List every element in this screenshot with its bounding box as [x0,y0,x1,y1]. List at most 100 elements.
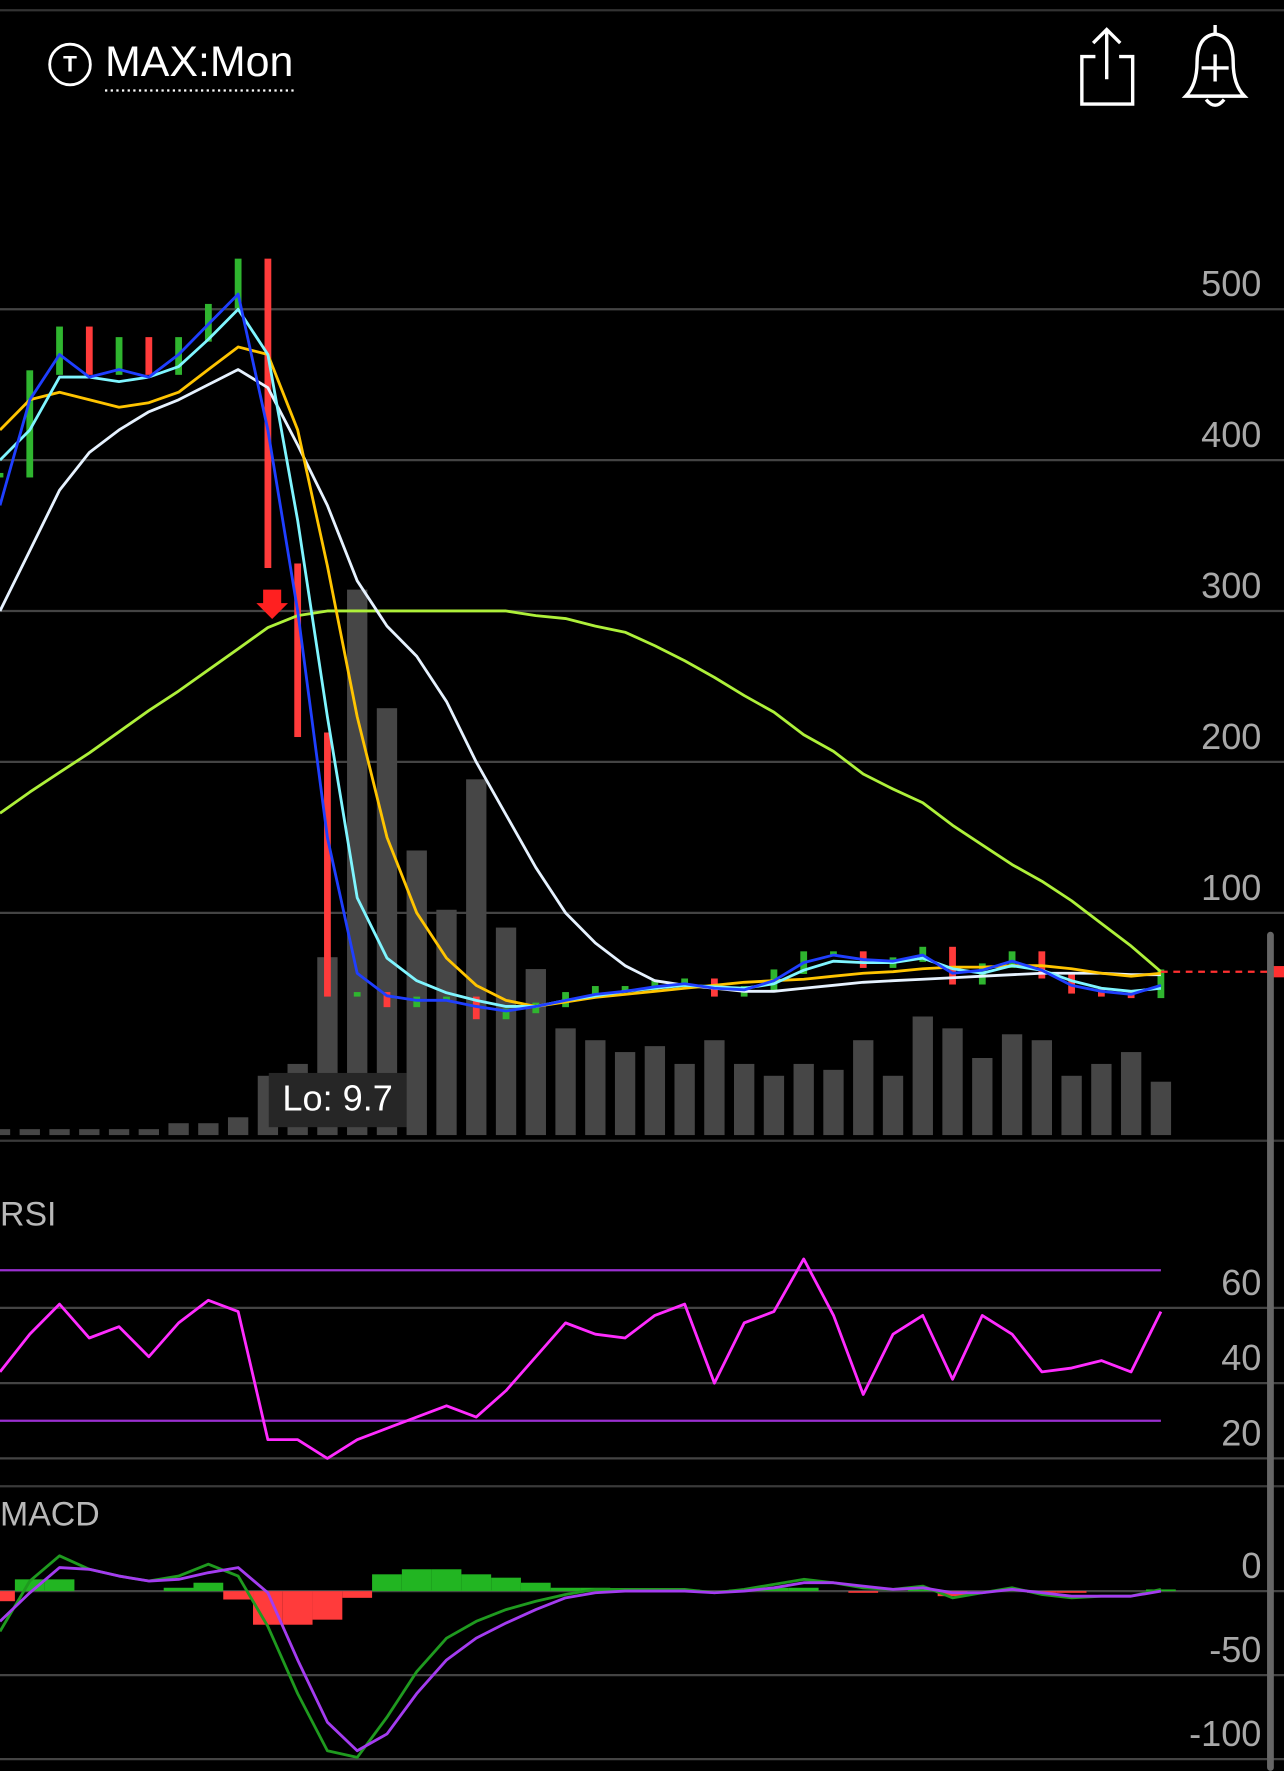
candle [1157,969,1165,999]
volume-bar [882,1075,904,1136]
plot-area: 100 200 300 400 500 20 40 60 -100 -50 0 [0,258,1284,1761]
annotation-box [268,1072,407,1128]
histogram-bar [461,1574,492,1592]
y-tick-label: 100 [1201,867,1261,908]
histogram-bar [788,1587,819,1592]
histogram-bar [550,1587,581,1592]
volume-bar [376,708,398,1136]
symbol-title: MAX:Mon [105,38,293,86]
volume-bar [1120,1052,1142,1136]
volume-bar [912,1016,933,1136]
candle [0,472,4,478]
line-series [0,1554,1162,1759]
volume-bar [49,1129,70,1136]
volume-bar [108,1129,130,1136]
histogram-bar [44,1579,75,1592]
y-tick-label: 0 [1241,1545,1261,1586]
candle [1008,951,1016,968]
line-series [0,292,1162,1013]
panel-title: RSI [0,1195,56,1233]
y-tick-label: -100 [1189,1713,1261,1754]
share-arrow [1091,27,1122,80]
candle [681,978,689,985]
histogram-bar [907,1589,938,1592]
candle [115,337,123,375]
histogram-bar [520,1582,551,1592]
volume-bar [466,779,487,1136]
volume-bar [347,589,368,1136]
volume-bar [734,1063,755,1136]
histogram-bar [223,1591,254,1600]
volume-bar [198,1123,219,1136]
histogram-bar [1056,1591,1087,1593]
y-tick-label: 400 [1201,414,1261,455]
candle [324,732,331,997]
volume-bar [495,927,517,1136]
volume-bar [1061,1075,1082,1136]
histogram-bar [14,1579,45,1592]
scrollbar[interactable] [1267,931,1274,1771]
volume-bar [674,1063,695,1136]
histogram-bar [848,1591,879,1593]
symbol-button[interactable]: T MAX:Mon [48,38,294,92]
y-tick-label: 200 [1201,716,1261,757]
candle [234,258,242,309]
annotation: Lo: 9.7 [282,1078,392,1119]
histogram-bar [491,1577,521,1592]
candle [830,951,837,956]
volume-bar [823,1069,844,1136]
volume-bar [704,1040,725,1136]
volume-bar [555,1028,576,1136]
volume-bar [0,1129,11,1136]
volume-bar [972,1057,993,1136]
candle [383,992,391,1008]
symbol-icon [48,42,92,87]
candle [26,370,34,478]
volume-bar [1150,1081,1172,1136]
bell [1181,32,1249,98]
y-tick-label: 300 [1201,565,1261,606]
volume-bar [614,1052,636,1136]
candle [1097,989,1105,997]
candle [294,563,302,738]
candle [353,992,361,997]
line-series [0,1566,1162,1753]
histogram-bar [282,1591,313,1625]
volume-bar [793,1063,814,1136]
line-series [0,368,1161,993]
share-button[interactable] [1080,27,1135,106]
last-value-marker [1272,966,1284,978]
volume-bar [227,1117,249,1136]
volume-bar [644,1046,666,1136]
histogram-bar [759,1587,789,1592]
histogram-bar [401,1569,432,1592]
volume-bar [853,1040,874,1136]
line-series [0,609,1162,973]
volume-bar [436,909,457,1136]
line-series [0,345,1162,1008]
histogram-bar [0,1591,15,1602]
volume-bar [585,1040,606,1136]
candle [443,996,450,1002]
volume-bar [168,1123,189,1136]
y-tick-label: 60 [1221,1262,1261,1303]
candle [413,996,421,1008]
candle [145,337,153,375]
candle [949,946,956,985]
volume-bar [942,1028,963,1136]
volume-bar [138,1129,159,1136]
volume-bar [1091,1063,1112,1136]
symbol-icon-letter: T [63,52,77,77]
histogram-bar [372,1574,402,1592]
candle [621,986,629,991]
y-tick-label: 40 [1221,1337,1261,1378]
candle [472,996,480,1020]
volume-bar [525,969,546,1136]
alert-button[interactable] [1181,24,1249,107]
bell-plus [1201,24,1229,107]
panel-title: MACD [0,1496,100,1534]
share-box [1080,54,1135,106]
candle [85,326,93,375]
